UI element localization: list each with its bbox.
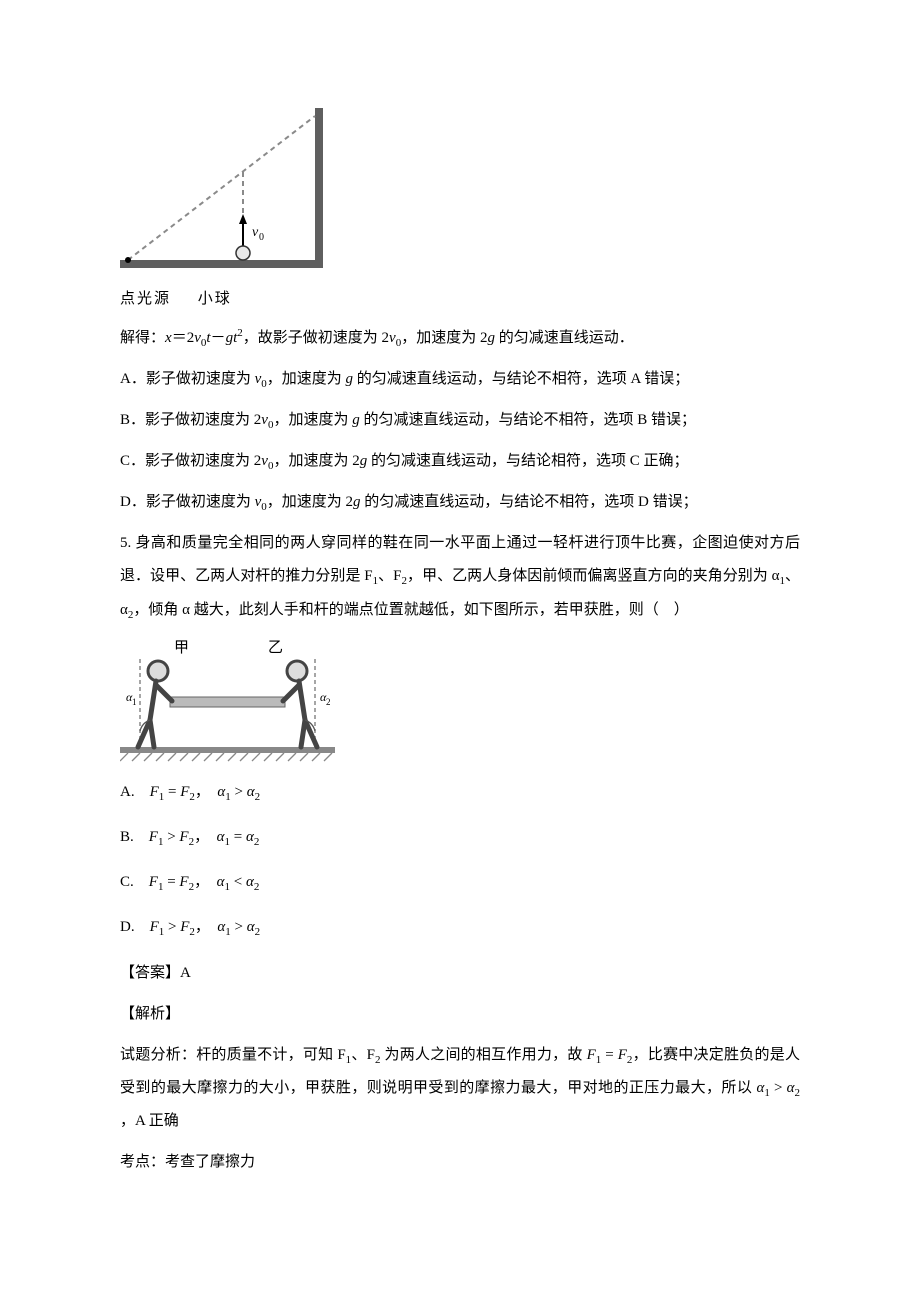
q5-topic: 考点：考查了摩擦力 [120, 1146, 800, 1179]
figure-light-source: v 0 点光源 小球 [120, 108, 800, 313]
analysis-option-b: B．影子做初速度为 2v0，加速度为 g 的匀减速直线运动，与结论不相符，选项 … [120, 404, 800, 437]
q5-option-c: C. F1 = F2， α1 < α2 [120, 867, 800, 898]
figure1-caption: 点光源 小球 [120, 287, 800, 313]
q5-analysis-text: 试题分析：杆的质量不计，可知 F1、F2 为两人之间的相互作用力，故 F1 = … [120, 1039, 800, 1138]
svg-text:乙: 乙 [268, 640, 283, 656]
q5-stem: 5. 身高和质量完全相同的两人穿同样的鞋在同一水平面上通过一轻杆进行顶牛比赛，企… [120, 527, 800, 626]
svg-text:2: 2 [326, 697, 331, 707]
analysis-option-d: D．影子做初速度为 v0，加速度为 2g 的匀减速直线运动，与结论不相符，选项 … [120, 486, 800, 519]
svg-text:甲: 甲 [174, 640, 189, 656]
analysis-option-c: C．影子做初速度为 2v0，加速度为 2g 的匀减速直线运动，与结论相符，选项 … [120, 445, 800, 478]
svg-text:v: v [252, 225, 259, 240]
figure-pushing-contest: 甲 乙 α 1 α 2 [120, 635, 800, 763]
svg-text:1: 1 [132, 697, 137, 707]
analysis-option-a: A．影子做初速度为 v0，加速度为 g 的匀减速直线运动，与结论不相符，选项 A… [120, 363, 800, 396]
q5-answer: 【答案】A [120, 957, 800, 990]
q5-option-b: B. F1 > F2， α1 = α2 [120, 822, 800, 853]
derivation-line: 解得：x＝2v0t－gt2，故影子做初速度为 2v0，加速度为 2g 的匀减速直… [120, 321, 800, 355]
q5-option-a: A. F1 = F2， α1 > α2 [120, 777, 800, 808]
svg-text:0: 0 [259, 232, 264, 243]
q5-option-d: D. F1 > F2， α1 > α2 [120, 912, 800, 943]
q5-analysis-label: 【解析】 [120, 998, 800, 1031]
